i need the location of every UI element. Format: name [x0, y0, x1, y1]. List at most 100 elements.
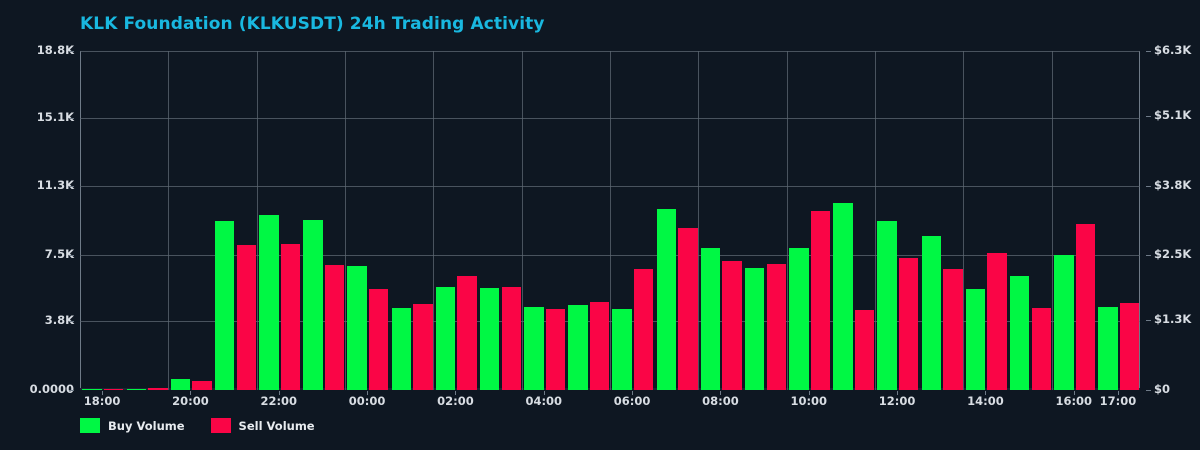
x-axis-tick-label: 08:00 [702, 394, 739, 408]
x-axis-tick-mark [279, 391, 280, 395]
plot-border-left [80, 51, 81, 390]
bar-buy-volume[interactable] [391, 307, 412, 390]
bar-buy-volume[interactable] [82, 388, 102, 390]
y-axis-right-tick-label: $3.8K [1154, 177, 1192, 192]
bar-buy-volume[interactable] [126, 388, 147, 390]
legend-swatch-icon [80, 418, 100, 433]
y-axis-right-tick-mark [1146, 185, 1151, 187]
bar-sell-volume[interactable] [899, 258, 919, 390]
y-axis-right-tick-label: $1.3K [1154, 312, 1192, 327]
bar-buy-volume[interactable] [1054, 254, 1074, 390]
bar-buy-volume[interactable] [524, 307, 544, 390]
legend-item-buy-volume[interactable]: Buy Volume [80, 418, 185, 433]
bar-buy-volume[interactable] [833, 203, 853, 390]
bar-buy-volume[interactable] [479, 288, 500, 390]
bar-buy-volume[interactable] [965, 289, 986, 390]
bar-buy-volume[interactable] [1098, 307, 1118, 390]
bar-sell-volume[interactable] [545, 309, 566, 390]
bar-buy-volume[interactable] [259, 215, 279, 390]
x-axis-tick-label: 20:00 [172, 394, 209, 408]
x-axis-tick-label: 00:00 [348, 394, 386, 408]
bar-sell-volume[interactable] [766, 264, 786, 390]
bar-buy-volume[interactable] [789, 248, 809, 390]
x-axis-tick-mark [190, 391, 191, 395]
bar-buy-volume[interactable] [921, 235, 942, 390]
y-axis-right-tick-label: $0 [1154, 382, 1171, 396]
plot-border-right [1139, 51, 1140, 390]
bar-buy-volume[interactable] [700, 247, 721, 390]
x-axis-tick-mark [1074, 391, 1075, 395]
x-axis-tick-label: 18:00 [83, 394, 121, 408]
y-axis-left-tick-label: 7.5K [44, 246, 74, 261]
bar-buy-volume[interactable] [568, 305, 588, 390]
bar-sell-volume[interactable] [280, 243, 301, 390]
y-axis-left-tick-mark [69, 321, 74, 323]
y-axis-right-tick-label: $5.1K [1154, 107, 1192, 122]
legend-swatch-icon [210, 418, 231, 433]
bar-sell-volume[interactable] [854, 310, 875, 390]
y-axis-left-tick-label: 15.1K [36, 109, 74, 124]
y-axis-left-tick-label: 11.3K [36, 178, 74, 193]
gridline-vertical [522, 51, 523, 390]
gridline-vertical [1052, 51, 1053, 390]
gridline-vertical [698, 51, 699, 390]
y-axis-left-tick-mark [69, 186, 74, 188]
x-axis-tick-label: 06:00 [613, 394, 651, 408]
bar-sell-volume[interactable] [148, 388, 168, 390]
bar-sell-volume[interactable] [369, 288, 389, 390]
bar-buy-volume[interactable] [435, 287, 456, 390]
bar-sell-volume[interactable] [192, 381, 212, 390]
bar-sell-volume[interactable] [1119, 302, 1140, 390]
x-axis-tick-mark [544, 391, 545, 395]
bar-buy-volume[interactable] [347, 266, 367, 390]
bar-sell-volume[interactable] [589, 302, 610, 390]
x-axis-tick-mark [809, 391, 810, 395]
y-axis-left-tick-label: 0.0000 [29, 382, 74, 396]
legend-item-sell-volume[interactable]: Sell Volume [210, 418, 315, 433]
x-axis-tick-label: 12:00 [878, 394, 916, 408]
chart-legend: Buy Volume Sell Volume [80, 418, 315, 433]
bar-sell-volume[interactable] [987, 252, 1007, 390]
y-axis-left-tick-mark [69, 51, 74, 52]
bar-sell-volume[interactable] [810, 210, 831, 390]
y-axis-right-tick-mark [1146, 320, 1151, 322]
bar-sell-volume[interactable] [457, 276, 477, 390]
y-axis-right-tick-label: $2.5K [1154, 247, 1192, 262]
bar-sell-volume[interactable] [722, 261, 742, 390]
bar-buy-volume[interactable] [656, 208, 677, 390]
bar-buy-volume[interactable] [877, 220, 897, 390]
gridline-vertical [168, 51, 169, 390]
y-axis-left-tick-mark [69, 390, 74, 391]
y-axis-right-tick-label: $6.3K [1154, 43, 1192, 57]
bar-buy-volume[interactable] [744, 268, 765, 390]
bar-buy-volume[interactable] [303, 219, 323, 390]
gridline-vertical [787, 51, 788, 390]
bar-sell-volume[interactable] [501, 286, 521, 390]
gridline-vertical [257, 51, 258, 390]
x-axis-tick-mark [1118, 391, 1119, 395]
chart-title: KLK Foundation (KLKUSDT) 24h Trading Act… [80, 14, 545, 34]
gridline-vertical [345, 51, 346, 390]
x-axis-tick-mark [985, 391, 986, 395]
y-axis-right: $0 $1.3K $2.5K $3.8K $5.1K $6.3K [1146, 0, 1200, 450]
x-axis-tick-mark [897, 391, 898, 395]
bar-sell-volume[interactable] [678, 228, 698, 390]
bar-buy-volume[interactable] [170, 378, 191, 390]
bar-sell-volume[interactable] [104, 388, 124, 390]
bar-sell-volume[interactable] [634, 268, 654, 390]
bar-sell-volume[interactable] [1031, 308, 1051, 390]
x-axis-tick-mark [632, 391, 633, 395]
bar-sell-volume[interactable] [324, 264, 345, 390]
bar-buy-volume[interactable] [612, 308, 632, 390]
gridline-vertical [610, 51, 611, 390]
gridline-vertical [875, 51, 876, 390]
legend-label: Buy Volume [108, 418, 185, 433]
bar-buy-volume[interactable] [214, 220, 235, 390]
bar-sell-volume[interactable] [236, 244, 256, 390]
legend-label: Sell Volume [238, 418, 315, 433]
bar-sell-volume[interactable] [1075, 223, 1096, 390]
bar-sell-volume[interactable] [943, 269, 963, 390]
bar-sell-volume[interactable] [413, 303, 433, 390]
bar-buy-volume[interactable] [1009, 276, 1030, 390]
